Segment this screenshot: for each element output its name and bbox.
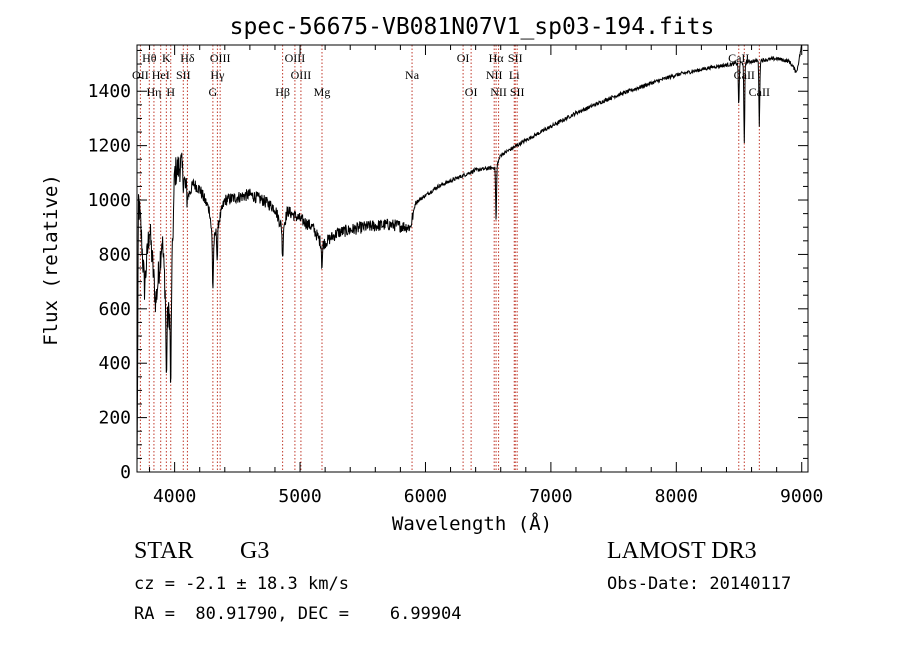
spectral-line-markers xyxy=(139,45,760,472)
spectrum-chart: spec-56675-VB081N07V1_sp03-194.fits 4000… xyxy=(40,14,823,535)
spectral-line-label: OIII xyxy=(210,51,231,65)
redshift-readout: cz = -2.1 ± 18.3 km/s xyxy=(134,574,349,594)
spectral-line-label: OI xyxy=(457,51,470,65)
spectral-line-label: H xyxy=(166,85,175,99)
spectral-line-label: Hδ xyxy=(180,51,195,65)
spectral-line-label: OIII xyxy=(285,51,306,65)
x-tick-label: 7000 xyxy=(529,486,572,507)
spectral-line-label: NII xyxy=(490,85,507,99)
y-tick-label: 1200 xyxy=(88,136,131,157)
spectral-line-label: Hβ xyxy=(275,85,290,99)
spectral-line-label: Hη xyxy=(146,85,161,99)
spectral-line-label: G xyxy=(209,85,218,99)
spectral-line-label: CaII xyxy=(728,51,749,65)
spectral-line-label: SII xyxy=(176,68,191,82)
spectral-line-label: HeI xyxy=(152,68,170,82)
chart-title: spec-56675-VB081N07V1_sp03-194.fits xyxy=(230,14,715,40)
y-axis-label: Flux (relative) xyxy=(40,174,62,346)
y-tick-label: 1000 xyxy=(88,190,131,211)
x-tick-label: 6000 xyxy=(404,486,447,507)
y-tick-label: 400 xyxy=(98,353,131,374)
plot-axes-frame xyxy=(136,44,809,473)
x-tick-label: 9000 xyxy=(780,486,823,507)
object-class: STAR xyxy=(134,538,194,564)
spectral-line-label: Na xyxy=(405,68,420,82)
observation-date: Obs-Date: 20140117 xyxy=(607,574,792,594)
spectral-line-label: CaII xyxy=(749,85,770,99)
y-tick-label: 0 xyxy=(120,462,131,483)
spectral-line-label: OIII xyxy=(291,68,312,82)
spectral-line-label: SII xyxy=(510,85,525,99)
spectral-line-label: Hθ xyxy=(142,51,157,65)
spectral-line-label: Hγ xyxy=(210,68,225,82)
y-tick-label: 1400 xyxy=(88,81,131,102)
spectral-line-label: Li xyxy=(509,68,520,82)
object-subclass: G3 xyxy=(240,538,270,564)
spectral-line-label: SII xyxy=(508,51,523,65)
spectral-line-label: Mg xyxy=(314,85,331,99)
x-tick-label: 5000 xyxy=(278,486,321,507)
spectral-line-label: Hα xyxy=(489,51,505,65)
spectral-line-label: K xyxy=(162,51,171,65)
x-axis-label: Wavelength (Å) xyxy=(392,512,552,535)
y-tick-label: 600 xyxy=(98,299,131,320)
spectral-line-label: CaII xyxy=(734,68,755,82)
y-tick-label: 200 xyxy=(98,408,131,429)
survey-release: LAMOST DR3 xyxy=(607,538,757,564)
spectral-line-label: NII xyxy=(486,68,503,82)
y-tick-label: 800 xyxy=(98,244,131,265)
sky-coordinates: RA = 80.91790, DEC = 6.99904 xyxy=(134,604,462,624)
spectral-line-label: OI xyxy=(465,85,478,99)
spectrum-series-line xyxy=(136,45,802,467)
x-tick-label: 4000 xyxy=(153,486,196,507)
spectral-line-label: OII xyxy=(132,68,149,82)
x-tick-label: 8000 xyxy=(655,486,698,507)
axis-ticks: 4000 5000 6000 7000 8000 9000 0 200 400 600 800 100… xyxy=(88,45,823,507)
